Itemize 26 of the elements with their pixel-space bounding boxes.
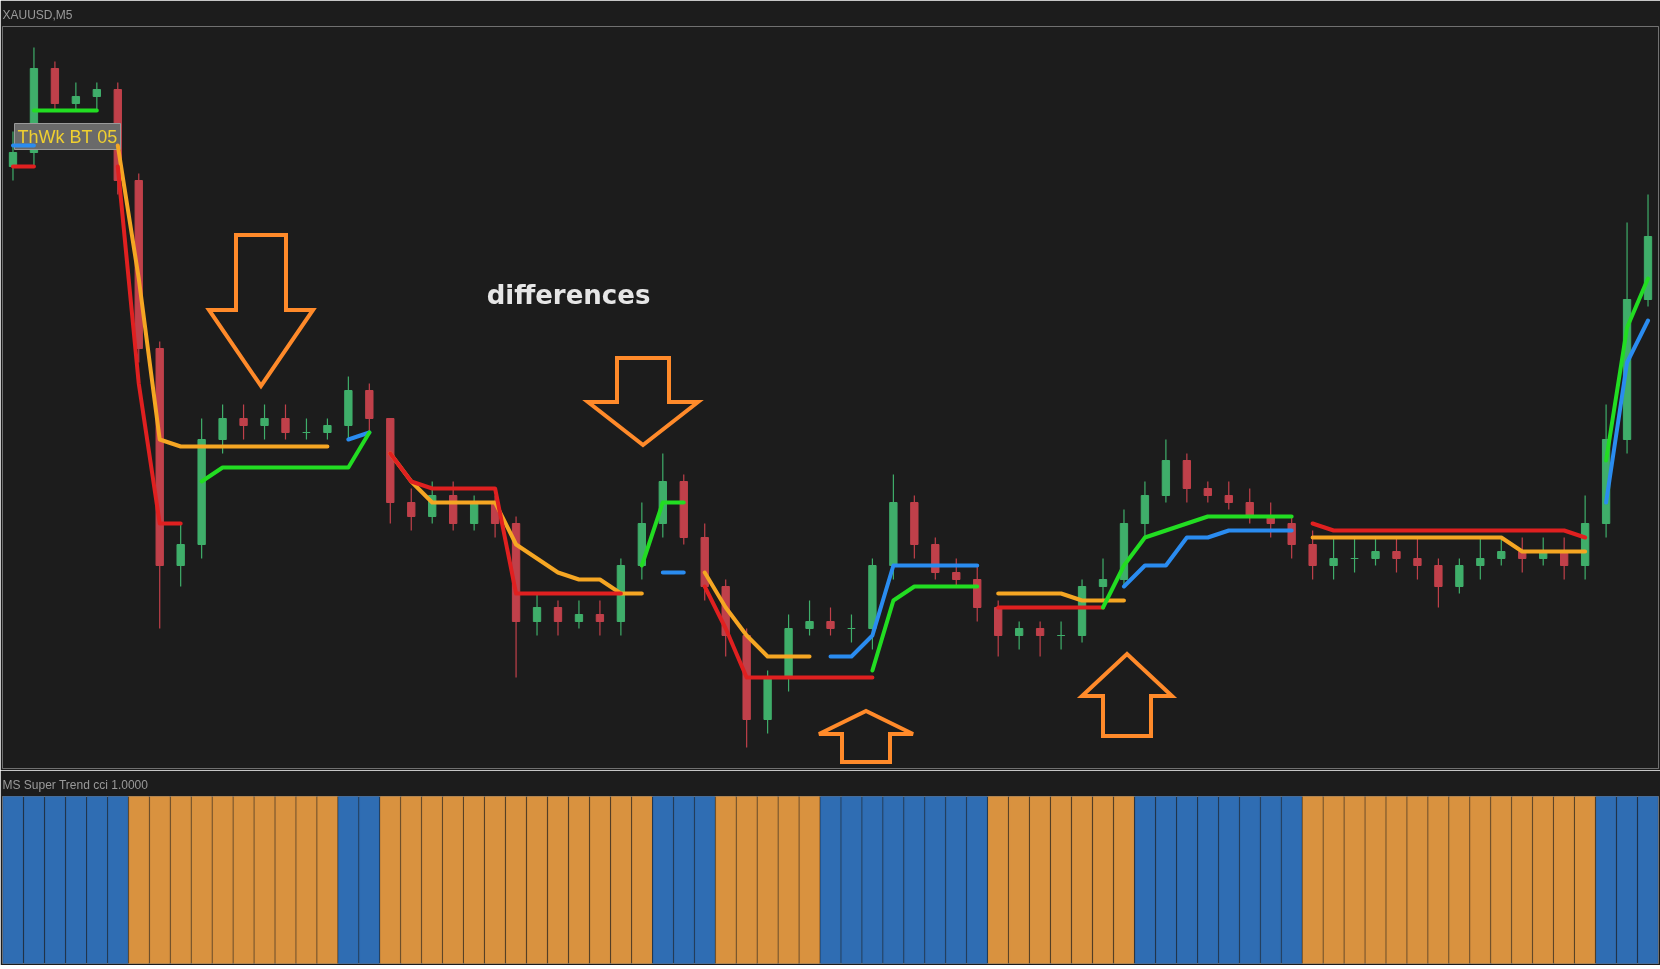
candlestick	[1224, 480, 1233, 511]
candlestick	[92, 81, 101, 112]
annotation: ThWk BT 05	[17, 126, 118, 147]
annotation: differences	[486, 279, 651, 310]
candlestick	[553, 599, 563, 637]
candlestick	[1308, 529, 1317, 581]
candlestick	[281, 403, 290, 441]
candlestick	[407, 487, 416, 532]
candlestick	[1035, 620, 1045, 658]
candlestick	[826, 606, 835, 637]
candlestick	[1014, 620, 1024, 651]
candlestick	[1203, 480, 1212, 504]
candlestick	[805, 599, 814, 637]
candlestick	[1434, 557, 1443, 609]
candlestick	[260, 403, 269, 441]
candlestick	[1455, 557, 1464, 595]
candlestick	[574, 599, 584, 630]
candlestick	[952, 557, 961, 588]
candlestick	[218, 403, 227, 455]
candlestick	[1098, 557, 1108, 602]
candlestick	[595, 599, 605, 637]
candlestick	[323, 417, 332, 441]
chart-title: MS Super Trend cci 1.0000	[2, 777, 149, 792]
chart-title: XAUUSD,M5	[2, 7, 73, 22]
candlestick	[239, 403, 248, 441]
candlestick	[71, 81, 81, 112]
